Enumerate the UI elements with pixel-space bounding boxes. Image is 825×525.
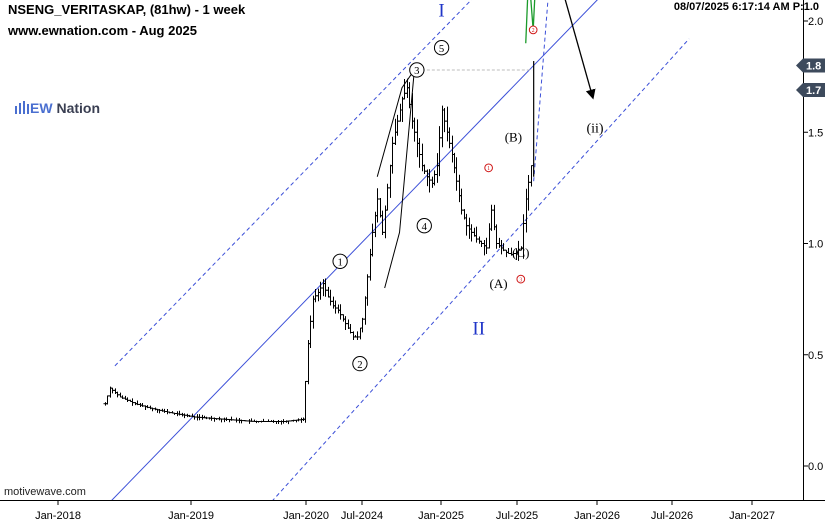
wave-label: (C) <box>512 245 529 260</box>
x-tick-label: Jan-2026 <box>574 510 620 522</box>
svg-text:(C): (C) <box>512 245 529 260</box>
logo-suffix: Nation <box>52 100 101 116</box>
x-tick-label: Jul-2026 <box>651 510 693 522</box>
wave-label: 5 <box>433 40 450 56</box>
wave-label: (A) <box>490 276 508 291</box>
wave-label: II <box>472 319 485 340</box>
logo-prefix: EW <box>30 100 53 116</box>
svg-text:1: 1 <box>487 166 490 172</box>
website-label: www.ewnation.com - Aug 2025 <box>8 23 198 38</box>
wave-label: I <box>438 1 444 22</box>
last-price-tag: 1.8 <box>796 58 825 73</box>
ew-nation-logo: EW Nation <box>14 100 100 116</box>
wave-label: 3 <box>409 62 425 78</box>
x-tick-label: Jan-2019 <box>168 510 214 522</box>
wave-label: 1 <box>484 163 493 173</box>
x-tick-label: Jan-2018 <box>35 510 81 522</box>
x-tick-label: Jul-2025 <box>496 510 538 522</box>
arrow-to-ii <box>564 0 596 100</box>
last-price-tag: 1.7 <box>796 82 825 97</box>
bars-icon <box>15 101 29 114</box>
channel-line-lower <box>272 38 690 500</box>
y-tick-label: 2.0 <box>808 16 823 28</box>
svg-text:3: 3 <box>414 66 419 77</box>
svg-text:I: I <box>438 1 444 22</box>
x-tick-label: Jan-2025 <box>418 510 464 522</box>
watermark: motivewave.com <box>4 486 86 498</box>
svg-text:2: 2 <box>357 360 362 371</box>
wave-label: (ii) <box>586 122 603 137</box>
wave-label: 2 <box>528 25 538 35</box>
wave-label: 4 <box>416 218 432 234</box>
y-tick-label: 1.5 <box>808 127 823 139</box>
wave-label: 2 <box>352 356 368 372</box>
svg-text:1: 1 <box>337 257 342 268</box>
plot-area <box>0 0 803 500</box>
svg-text:(A): (A) <box>490 276 508 291</box>
svg-text:1.7: 1.7 <box>806 85 821 97</box>
svg-text:(B): (B) <box>505 129 522 144</box>
y-tick-label: 0.5 <box>808 350 823 362</box>
svg-text:3: 3 <box>519 277 522 283</box>
svg-text:II: II <box>472 319 485 340</box>
x-tick-label: Jan-2027 <box>729 510 775 522</box>
chart-title: NSENG_VERITASKAP, (81hw) - 1 week <box>8 2 246 17</box>
svg-text:2: 2 <box>532 28 535 34</box>
svg-text:5: 5 <box>439 44 444 55</box>
wave-label: 3 <box>516 274 526 284</box>
projection-path-green <box>525 0 536 44</box>
y-tick-label: 0.0 <box>808 461 823 473</box>
svg-text:4: 4 <box>422 222 428 233</box>
channel-line-middle <box>111 0 598 500</box>
timestamp: 08/07/2025 6:17:14 AM P:1.0 <box>673 1 819 13</box>
svg-text:(ii): (ii) <box>586 122 603 137</box>
wave-label: (B) <box>505 129 522 144</box>
x-tick-label: Jan-2020 <box>283 510 329 522</box>
projection-path-blue <box>533 0 549 182</box>
svg-text:1.8: 1.8 <box>806 61 821 73</box>
wave-label: 1 <box>332 253 348 269</box>
x-tick-label: Jul-2024 <box>341 510 383 522</box>
y-tick-label: 1.0 <box>808 239 823 251</box>
